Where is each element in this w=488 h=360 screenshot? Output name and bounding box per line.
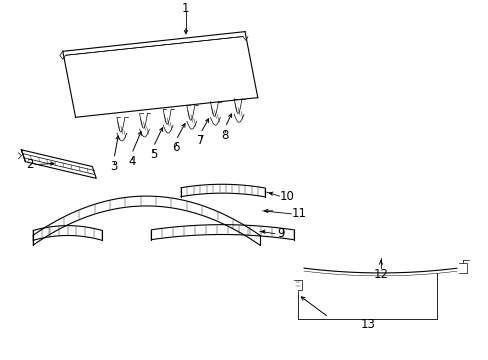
Text: 7: 7 [197,134,204,148]
Text: 12: 12 [373,269,387,282]
Text: 11: 11 [291,207,306,220]
Text: 6: 6 [172,141,180,154]
Text: 4: 4 [128,155,135,168]
Text: 9: 9 [277,227,285,240]
Text: 10: 10 [279,190,294,203]
Text: 1: 1 [182,3,189,15]
Text: 2: 2 [26,158,34,171]
Text: 8: 8 [221,129,228,141]
Text: 13: 13 [360,318,375,330]
Text: 3: 3 [110,160,118,173]
Text: 5: 5 [149,148,157,161]
